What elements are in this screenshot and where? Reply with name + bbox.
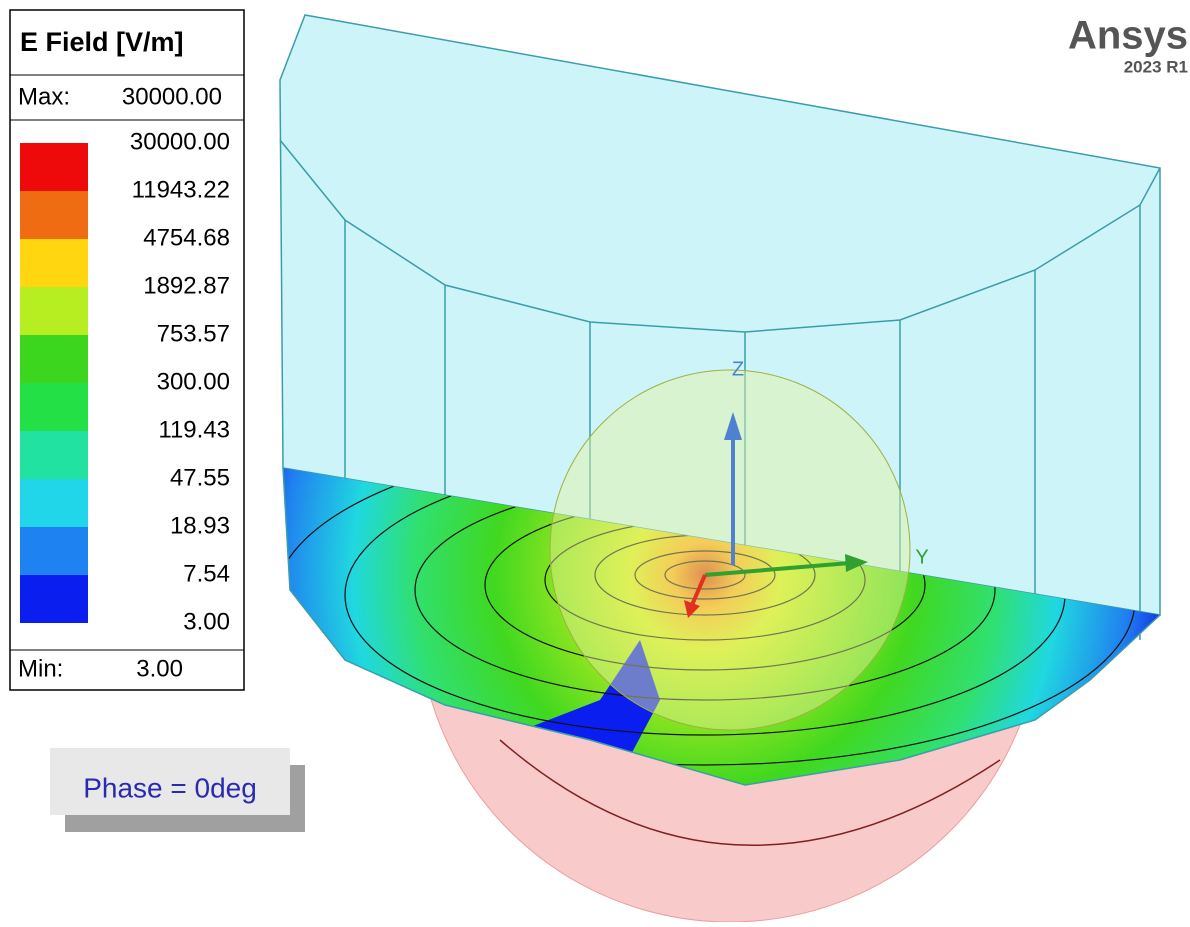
y-arrow — [845, 554, 868, 572]
level-label: 4754.68 — [143, 224, 230, 251]
level-label: 47.55 — [170, 464, 230, 491]
phase-panel — [50, 748, 290, 815]
color-swatch — [20, 143, 88, 191]
color-swatch — [20, 239, 88, 287]
phase-text: Phase = 0deg — [83, 772, 257, 803]
inner-sphere — [549, 369, 911, 731]
logo-version: 2023 R1 — [1124, 57, 1188, 76]
slice-edge — [282, 467, 1161, 786]
x-axis — [690, 574, 707, 606]
level-label: 18.93 — [170, 512, 230, 539]
color-swatch — [20, 191, 88, 239]
sphere-edge — [499, 739, 1001, 846]
level-label: 30000.00 — [130, 128, 230, 155]
color-swatch — [20, 527, 88, 575]
y-label: Y — [915, 546, 928, 568]
level-label: 1892.87 — [143, 272, 230, 299]
legend-title: E Field [V/m] — [20, 27, 184, 57]
legend: E Field [V/m] Max: 30000.00 Min: 3.00 30… — [9, 9, 245, 691]
z-label: Z — [732, 358, 744, 380]
z-arrow — [724, 412, 742, 440]
color-swatch — [20, 479, 88, 527]
level-label: 11943.22 — [132, 176, 230, 203]
y-axis — [704, 561, 851, 577]
logo: Ansys 2023 R1 — [1068, 14, 1188, 77]
max-value: 30000.00 — [122, 83, 222, 110]
logo-name: Ansys — [1068, 14, 1188, 58]
max-label: Max: — [18, 83, 70, 110]
level-label: 300.00 — [157, 368, 230, 395]
level-label: 753.57 — [157, 320, 230, 347]
level-label: 7.54 — [183, 560, 230, 587]
x-arrow — [684, 600, 700, 618]
level-label: 119.43 — [158, 416, 230, 443]
color-swatch — [20, 431, 88, 479]
color-swatch — [20, 335, 88, 383]
color-swatch — [20, 575, 88, 623]
color-swatch — [20, 287, 88, 335]
color-swatch — [20, 383, 88, 431]
model: Z Y — [279, 14, 1161, 923]
min-value: 3.00 — [136, 655, 183, 682]
phase-box: Phase = 0deg — [50, 748, 305, 832]
level-label: 3.00 — [183, 608, 230, 635]
min-label: Min: — [18, 655, 63, 682]
